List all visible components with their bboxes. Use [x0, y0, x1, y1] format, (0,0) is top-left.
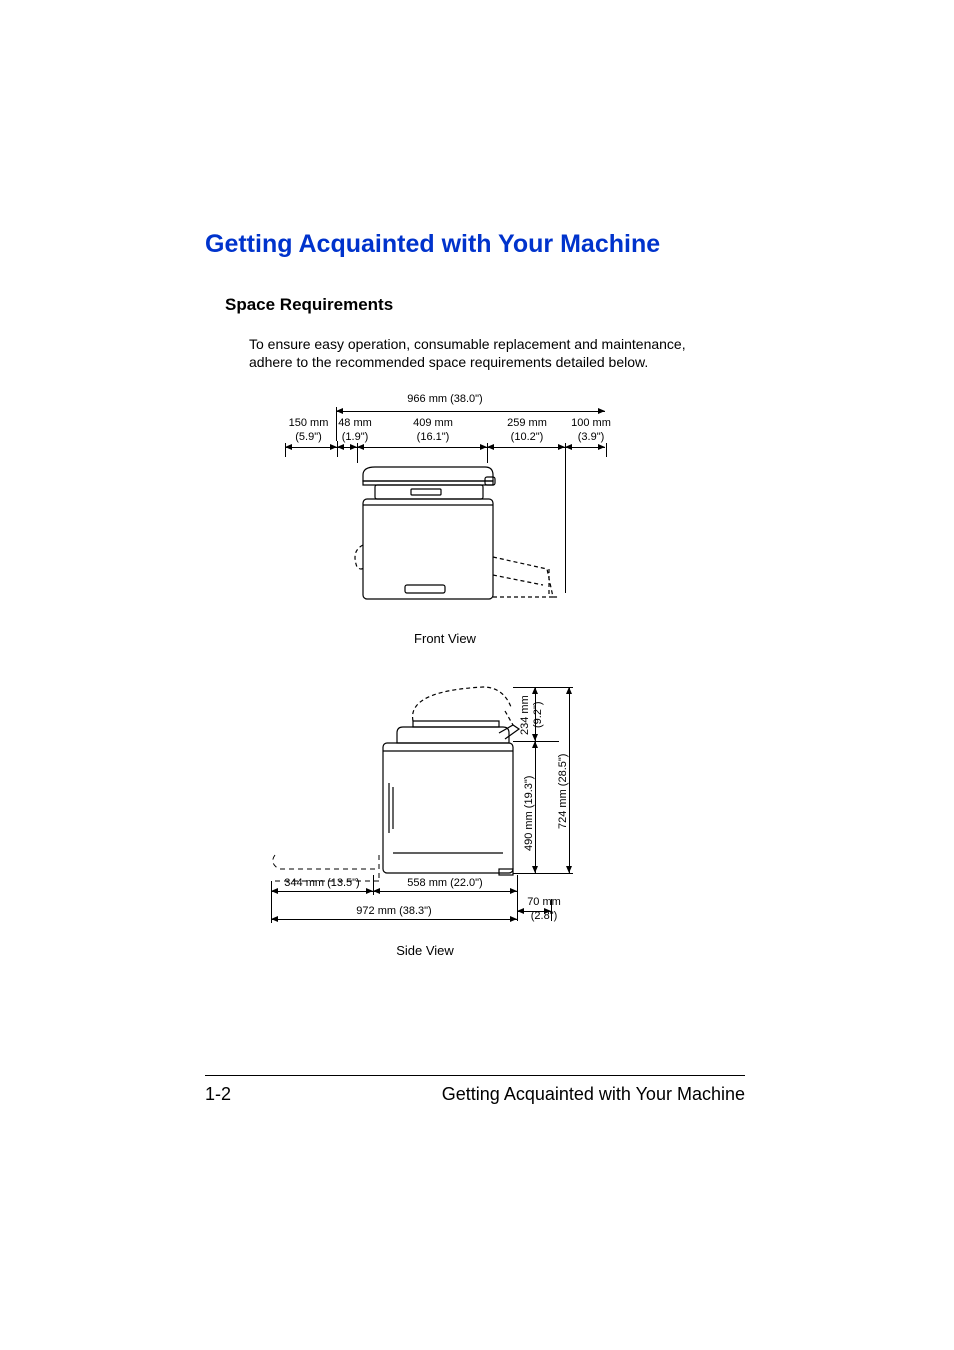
dim-h-total: 724 mm (28.5") [557, 741, 570, 841]
side-caption: Side View [265, 943, 585, 958]
section-subtitle: Space Requirements [225, 295, 745, 315]
page-title: Getting Acquainted with Your Machine [205, 230, 745, 259]
footer-page-number: 1-2 [205, 1084, 231, 1105]
dim-w-left: 344 mm (13.5") [271, 877, 373, 890]
dim-c: 259 mm(10.2") [487, 417, 567, 443]
printer-front-svg [345, 457, 575, 617]
body-line2: adhere to the recommended space requirem… [249, 354, 648, 370]
page-footer: 1-2 Getting Acquainted with Your Machine [205, 1075, 745, 1105]
dim-w-mid: 558 mm (22.0") [373, 877, 517, 890]
body-line1: To ensure easy operation, consumable rep… [249, 336, 686, 352]
front-caption: Front View [285, 631, 605, 646]
body-text: To ensure easy operation, consumable rep… [249, 335, 745, 371]
dim-h-top: 234 mm(9.2") [519, 689, 545, 741]
footer-title: Getting Acquainted with Your Machine [442, 1084, 745, 1105]
dim-total: 966 mm (38.0") [285, 393, 605, 406]
dim-left: 150 mm(5.9") [281, 417, 336, 443]
dim-b: 409 mm(16.1") [379, 417, 487, 443]
dim-w-total: 972 mm (38.3") [271, 905, 517, 918]
dim-h-mid: 490 mm (19.3") [523, 763, 536, 863]
dim-w-right: 70 mm(2.8") [521, 896, 567, 922]
dim-a: 48 mm(1.9") [335, 417, 375, 443]
front-view-diagram: 966 mm (38.0") 150 mm(5.9") 48 mm(1.9") … [285, 397, 745, 647]
dim-right: 100 mm(3.9") [565, 417, 617, 443]
side-view-diagram: 234 mm(9.2") 490 mm (19.3") 724 mm (28.5… [265, 671, 725, 961]
